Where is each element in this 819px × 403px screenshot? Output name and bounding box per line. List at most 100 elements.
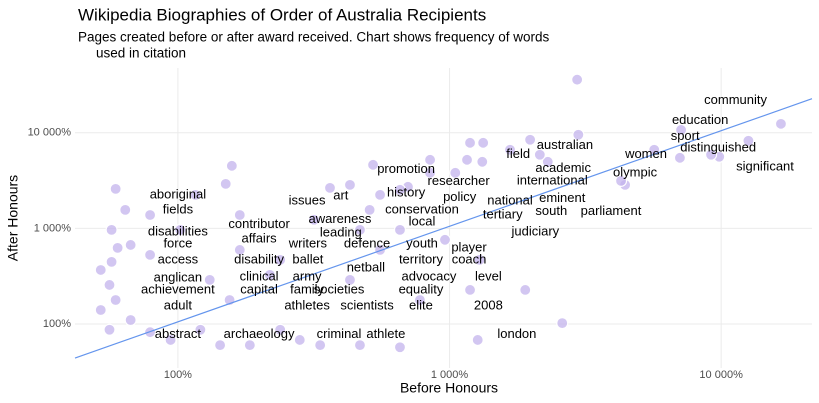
point [571,73,584,86]
point [189,188,202,201]
word-label: force [163,235,192,250]
word-label: south [535,203,567,218]
word-label: issues [289,192,326,207]
point [674,123,688,137]
point [314,339,327,352]
word-label: researcher [428,173,491,188]
word-label: clinical [240,268,279,283]
word-label: societies [314,281,365,296]
word-label: coach [452,251,487,266]
y-tick-label: 10 000% [28,127,72,139]
x-tick-label: 100% [164,369,192,381]
point [477,136,490,149]
word-label: local [409,213,436,228]
word-label: level [475,268,502,283]
word-label: defence [344,235,390,250]
word-label: national [487,192,533,207]
point [263,268,276,281]
trend-line [74,98,813,359]
word-label: parliament [581,203,642,218]
point [460,153,474,166]
point [473,253,486,266]
word-label: affairs [241,230,277,245]
word-label: international [517,172,588,187]
word-label: history [387,184,426,199]
point [463,136,477,149]
word-label: ballet [292,251,323,266]
point [438,233,452,246]
word-label: australian [537,137,593,152]
word-label: netball [347,259,385,274]
word-label: writers [288,235,328,250]
point [225,159,238,172]
word-label: leading [320,224,362,239]
chart-subtitle: used in citation [96,46,186,61]
point [213,339,227,352]
word-label: advocacy [401,268,456,283]
point [343,178,357,191]
point [124,238,137,252]
word-label: capital [240,281,278,296]
point [423,166,437,179]
point [233,208,246,222]
y-axis-label: After Honours [5,175,21,261]
word-label: achievement [141,281,215,296]
word-label: disabilities [148,223,208,238]
point [373,188,387,201]
point [219,177,232,190]
x-tick-label: 10 000% [699,369,743,381]
word-label: field [506,146,530,161]
word-label: education [672,112,728,127]
x-axis-label: Before Honours [400,380,498,396]
point [471,333,484,347]
point [174,223,187,236]
point [742,134,755,147]
point [673,151,687,164]
word-label: disability [234,251,284,266]
point [366,158,380,171]
point [353,339,367,352]
point [393,183,407,196]
word-label: equality [399,281,444,296]
point [704,148,718,161]
point [774,117,788,130]
point [556,317,569,330]
marks [74,73,813,359]
word-label: elite [409,297,433,312]
point [353,223,367,236]
word-label: eminent [539,190,586,205]
word-label: anglican [154,269,202,284]
word-label: distinguished [680,139,756,154]
word-label: youth [406,235,438,250]
point [524,133,537,146]
point [393,341,407,354]
chart-title: Wikipedia Biographies of Order of Austra… [78,5,486,24]
point [533,148,546,161]
word-label: army [293,268,322,283]
word-label: adult [164,297,193,312]
point [503,143,517,156]
point [323,181,337,194]
word-label: women [624,146,667,161]
point [614,174,628,187]
word-label: conservation [385,201,459,216]
word-label: criminal [317,326,362,341]
word-label: art [333,187,349,202]
word-label: significant [736,158,794,173]
point [164,333,177,347]
point [103,323,116,336]
point [124,313,137,327]
word-label: london [497,326,536,341]
word-label: athletes [284,297,330,312]
word-label: promotion [377,161,435,176]
point [373,243,387,257]
point [343,273,357,286]
y-tick-label: 100% [43,318,71,330]
word-label: athlete [366,326,405,341]
x-tick-label: 1 000% [431,369,469,381]
point [274,253,287,266]
point [476,155,489,168]
point [274,323,287,336]
